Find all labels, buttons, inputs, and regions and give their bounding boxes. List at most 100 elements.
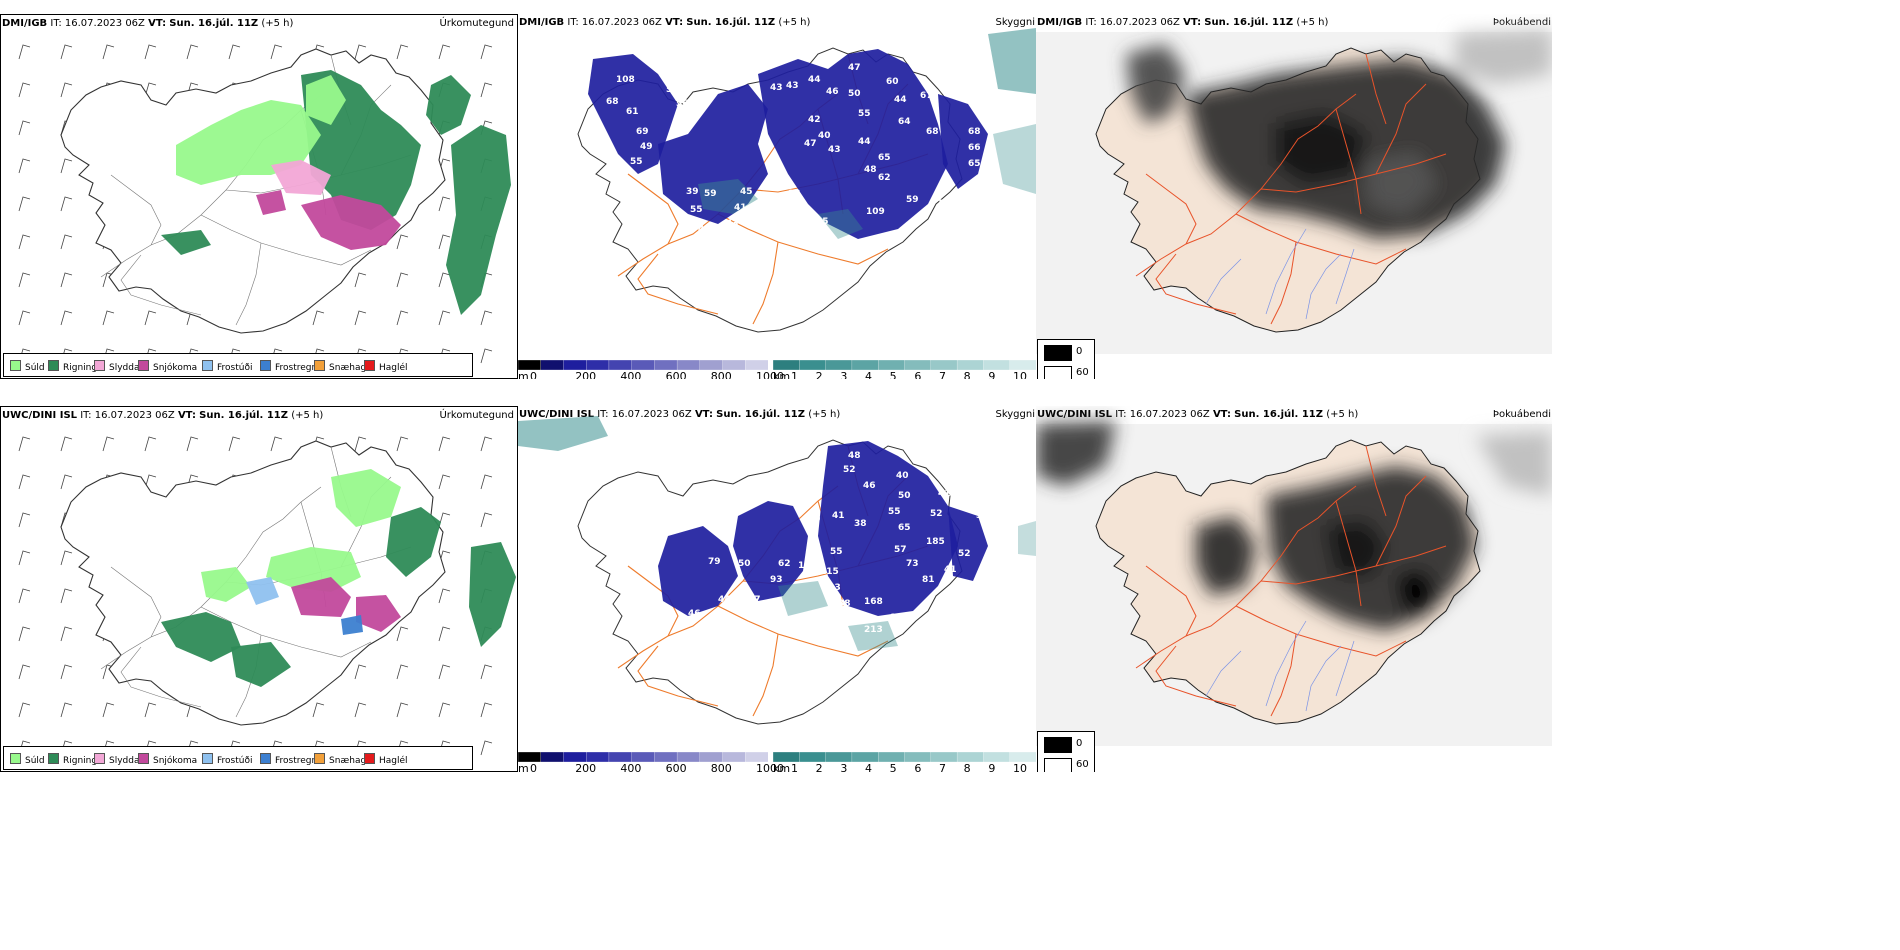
cloud-base-label: 69	[636, 127, 649, 137]
wind-barb	[60, 474, 73, 490]
cloud-base-label: 46	[863, 481, 876, 491]
panel-header: DMI/IGB IT: 16.07.2023 06Z VT: Sun. 16.j…	[519, 17, 811, 28]
legend-swatch	[364, 360, 375, 371]
wind-barb	[60, 196, 73, 212]
wind-barb	[60, 588, 73, 604]
cloud-base-label: 81	[922, 575, 935, 585]
visibility-area	[818, 209, 863, 239]
wind-barb	[480, 474, 493, 490]
cloud-base-areas	[588, 49, 988, 239]
visibility-colorbar: km 1 2 3 4 5 6 7 8 9 10	[772, 357, 1036, 379]
wind-barb	[102, 436, 115, 452]
river-network	[1205, 228, 1355, 320]
wind-barb	[354, 702, 367, 718]
colorbar-tick: 600	[665, 762, 687, 772]
fog-shading	[1126, 29, 1552, 239]
legend-label: Haglél	[379, 756, 408, 766]
wind-barb	[480, 310, 493, 326]
colorbar-tick: 9	[988, 370, 996, 379]
legend-swatch	[48, 753, 59, 764]
cloud-base-label: 40	[818, 131, 831, 141]
colorbar-tick: 10	[1013, 370, 1027, 379]
colorbar-tick: 400	[620, 762, 642, 772]
cloud-base-area	[818, 441, 958, 616]
panel-header: UWC/DINI ISL IT: 16.07.2023 06Z VT: Sun.…	[2, 410, 324, 421]
legend-item: Snjókoma	[138, 753, 197, 766]
panel-header: UWC/DINI ISL IT: 16.07.2023 06Z VT: Sun.…	[1037, 409, 1359, 420]
precip-area-snjokoma	[301, 195, 401, 250]
cloud-base-label: 58	[666, 85, 679, 95]
cloud-base-label: 57	[894, 545, 907, 555]
wind-barb	[18, 588, 31, 604]
wind-barb	[18, 512, 31, 528]
road-network	[1135, 445, 1447, 717]
cloud-base-label: 56	[676, 99, 689, 109]
precip-area-rigning	[161, 230, 211, 255]
wind-barb	[18, 196, 31, 212]
legend-label: Haglél	[379, 363, 408, 373]
wind-barb	[18, 310, 31, 326]
cloud-base-area	[658, 526, 738, 616]
panel-title: Úrkomutegund	[439, 18, 514, 29]
cloud-base-label: 34	[976, 511, 989, 521]
cloud-base-label: 110	[798, 561, 817, 571]
cloud-base-label: 70	[936, 199, 949, 209]
cloud-base-label: 48	[864, 165, 877, 175]
colorbar-tick: 8	[963, 370, 971, 379]
visibility-area	[993, 124, 1036, 194]
precip-area-suld	[266, 547, 361, 592]
precip-area-frostudi	[246, 577, 279, 605]
colorbar-tick: 4	[865, 370, 872, 379]
colorbar-tick: 200	[575, 370, 597, 379]
cloud-base-label: 133	[822, 583, 841, 593]
colorbar-tick: 800	[710, 370, 732, 379]
cloud-base-label: 49	[698, 225, 711, 235]
legend-item: Rigning	[48, 360, 97, 373]
panel-header: UWC/DINI ISL IT: 16.07.2023 06Z VT: Sun.…	[519, 409, 841, 420]
precip-type-panel-1: DMI/IGB IT: 16.07.2023 06Z VT: Sun. 16.j…	[0, 14, 518, 379]
river-network	[1205, 620, 1355, 712]
wind-barb	[18, 158, 31, 174]
cloud-base-label: 44	[718, 595, 731, 605]
precip-area-rigning	[161, 612, 241, 662]
legend-swatch	[10, 753, 21, 764]
precip-area-rigning	[446, 125, 511, 315]
wind-barb	[18, 234, 31, 250]
legend-label: Rigning	[63, 756, 98, 766]
legend-label: Snæhagl	[329, 756, 369, 766]
colorbar-tick: 7	[939, 370, 946, 379]
legend-label: Rigning	[63, 363, 98, 373]
legend-label: Súld	[25, 363, 45, 373]
cloud-base-label: 44	[928, 464, 941, 474]
cloud-base-label: 52	[958, 549, 971, 559]
cloud-base-label: 59	[704, 189, 717, 199]
visibility-area	[778, 581, 828, 616]
cloud-base-label: 168	[864, 597, 883, 607]
visibility-areas	[698, 28, 1036, 239]
colorbar-tick: 7	[939, 762, 946, 772]
precip-legend: Súld Rigning Slydda Snjókoma Frostúði Frostre…	[3, 746, 473, 770]
cloud-base-label: 39	[686, 187, 699, 197]
legend-item: Snæhagl	[314, 753, 369, 766]
colorbar-tick: 6	[914, 762, 922, 772]
wind-barb	[438, 512, 451, 528]
legend-swatch	[364, 753, 375, 764]
cloud-base-label: 68	[968, 127, 981, 137]
precip-area-frostregn	[341, 615, 363, 635]
fog-shading-area	[1326, 521, 1386, 576]
precip-area-snjokoma	[291, 577, 351, 617]
fog-index-map	[1036, 421, 1552, 746]
wind-barb	[354, 310, 367, 326]
visibility-colorbar: km 1 2 3 4 5 6 7 8 9 10	[772, 749, 1036, 772]
fog-shading-area	[1476, 431, 1552, 496]
cloud-base-colorbar: m 0 200 400 600 800 1000	[518, 749, 784, 772]
fog-shading	[1036, 421, 1552, 631]
cloud-base-label: 52	[843, 465, 856, 475]
cloud-base-label: 60	[886, 77, 899, 87]
visibility-area	[518, 416, 608, 451]
legend-item: Slydda	[94, 360, 139, 373]
fog-index-map	[1036, 29, 1552, 354]
cloud-base-area	[733, 501, 808, 601]
cloud-base-label: 49	[640, 142, 653, 152]
